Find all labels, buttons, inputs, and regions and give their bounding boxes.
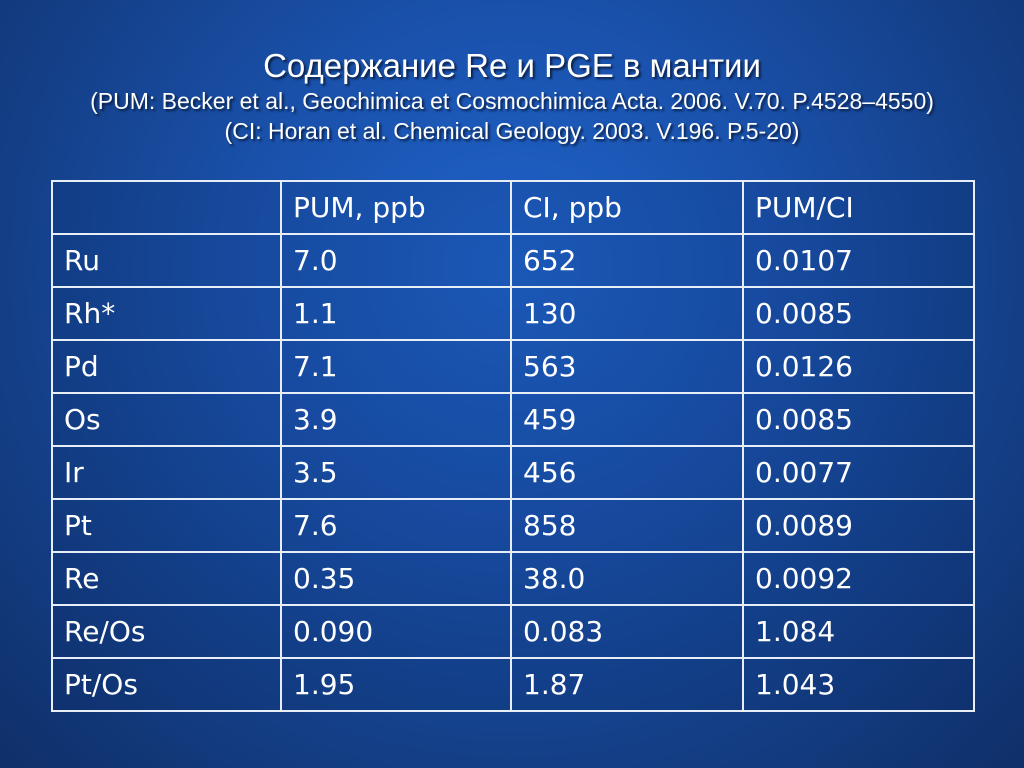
element-cell: Pt [51, 498, 282, 553]
pum-value-cell: 7.1 [280, 339, 512, 394]
table-row: Re 0.35 38.0 0.0092 [51, 551, 975, 606]
ci-value-cell: 38.0 [510, 551, 744, 606]
ci-value-cell: 0.083 [510, 604, 744, 659]
table-row: Os 3.9 459 0.0085 [51, 392, 975, 447]
pum-value-cell: 0.35 [280, 551, 512, 606]
table-row: Ir 3.5 456 0.0077 [51, 445, 975, 500]
slide-title-block: Содержание Re и PGE в мантии (PUM: Becke… [0, 46, 1024, 146]
ratio-value-cell: 0.0077 [742, 445, 975, 500]
table-row: Ru 7.0 652 0.0107 [51, 233, 975, 288]
ratio-value-cell: 0.0085 [742, 392, 975, 447]
pum-value-cell: 1.95 [280, 657, 512, 712]
ratio-value-cell: 1.084 [742, 604, 975, 659]
ci-value-cell: 459 [510, 392, 744, 447]
element-cell: Os [51, 392, 282, 447]
element-cell: Rh* [51, 286, 282, 341]
reference-pum: (PUM: Becker et al., Geochimica et Cosmo… [90, 88, 934, 114]
element-cell: Pd [51, 339, 282, 394]
ci-value-cell: 652 [510, 233, 744, 288]
element-cell: Ir [51, 445, 282, 500]
ci-value-cell: 563 [510, 339, 744, 394]
element-cell: Ru [51, 233, 282, 288]
ratio-value-cell: 0.0092 [742, 551, 975, 606]
pum-value-cell: 7.6 [280, 498, 512, 553]
ratio-value-cell: 1.043 [742, 657, 975, 712]
header-cell-element [51, 180, 282, 235]
header-cell-pum: PUM, ppb [280, 180, 512, 235]
table-header-row: PUM, ppb CI, ppb PUM/CI [51, 180, 975, 235]
pum-value-cell: 7.0 [280, 233, 512, 288]
element-cell: Pt/Os [51, 657, 282, 712]
pum-value-cell: 3.9 [280, 392, 512, 447]
ratio-value-cell: 0.0107 [742, 233, 975, 288]
ratio-value-cell: 0.0126 [742, 339, 975, 394]
element-cell: Re/Os [51, 604, 282, 659]
ratio-value-cell: 0.0089 [742, 498, 975, 553]
ci-value-cell: 456 [510, 445, 744, 500]
table-row: Rh* 1.1 130 0.0085 [51, 286, 975, 341]
table-row: Pt 7.6 858 0.0089 [51, 498, 975, 553]
slide-title: Содержание Re и PGE в мантии [263, 47, 761, 84]
ci-value-cell: 858 [510, 498, 744, 553]
table-row: Pt/Os 1.95 1.87 1.043 [51, 657, 975, 712]
ratio-value-cell: 0.0085 [742, 286, 975, 341]
abundance-table: PUM, ppb CI, ppb PUM/CI Ru 7.0 652 0.010… [51, 180, 975, 712]
table-row: Re/Os 0.090 0.083 1.084 [51, 604, 975, 659]
header-cell-ci: CI, ppb [510, 180, 744, 235]
ci-value-cell: 1.87 [510, 657, 744, 712]
pum-value-cell: 1.1 [280, 286, 512, 341]
ci-value-cell: 130 [510, 286, 744, 341]
table-row: Pd 7.1 563 0.0126 [51, 339, 975, 394]
pum-value-cell: 3.5 [280, 445, 512, 500]
element-cell: Re [51, 551, 282, 606]
pum-value-cell: 0.090 [280, 604, 512, 659]
reference-ci: (CI: Horan et al. Chemical Geology. 2003… [224, 118, 800, 144]
header-cell-ratio: PUM/CI [742, 180, 975, 235]
